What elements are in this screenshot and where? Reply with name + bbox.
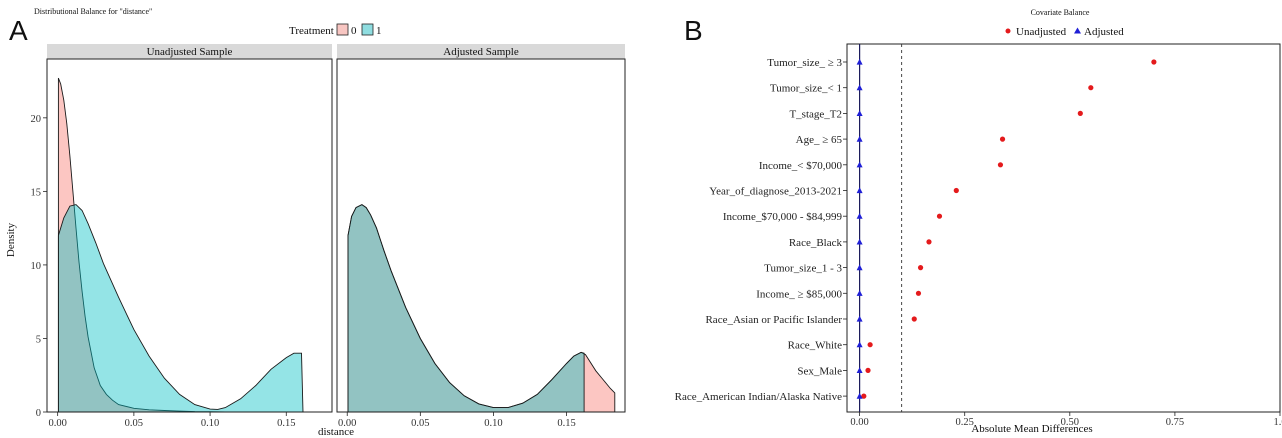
unadjusted-point xyxy=(911,316,917,322)
unadjusted-point xyxy=(915,290,922,296)
adjusted-point xyxy=(856,264,863,271)
x-tick-label: 0.75 xyxy=(1166,417,1184,428)
x-tick-label: 0.15 xyxy=(277,418,295,429)
panel-a-title: Distributional Balance for "distance" xyxy=(34,7,152,16)
unadjusted-point xyxy=(917,265,924,271)
x-tick-label: 0.15 xyxy=(557,418,575,429)
facet-label-adjusted: Adjusted Sample xyxy=(443,46,519,58)
adjusted-point xyxy=(856,135,863,142)
density-areas-adjusted xyxy=(347,204,616,413)
covariate-label: Tumor_size_1 - 3 xyxy=(764,263,842,275)
adjusted-point xyxy=(856,341,863,348)
covariate-label: Age_ ≥ 65 xyxy=(796,134,843,146)
legend-b-adjusted-marker xyxy=(1074,27,1081,34)
unadjusted-point xyxy=(936,213,943,219)
legend-a-label-1: 1 xyxy=(376,25,382,37)
legend-a-key-1 xyxy=(361,23,374,36)
legend-a-key-0 xyxy=(336,23,349,36)
panel-a-xlabel: distance xyxy=(318,426,354,438)
panel-a-legend: Treatment 0 1 xyxy=(289,23,382,37)
x-tick-label: 0.10 xyxy=(484,418,502,429)
adjusted-point xyxy=(856,315,863,322)
x-tick-label: 0.05 xyxy=(125,418,143,429)
unadjusted-point xyxy=(953,187,959,194)
legend-b-label-unadjusted: Unadjusted xyxy=(1016,26,1067,38)
x-tick-label: 0.50 xyxy=(1061,417,1079,428)
legend-a-label-0: 0 xyxy=(351,25,357,37)
legend-b-label-adjusted: Adjusted xyxy=(1084,26,1124,38)
adjusted-point xyxy=(856,238,863,245)
panel-b-frame xyxy=(846,43,1281,413)
adjusted-point xyxy=(856,161,863,168)
unadjusted-point xyxy=(867,342,873,348)
panel-b-letter: B xyxy=(684,15,703,46)
adjusted-point xyxy=(856,58,863,65)
covariate-label: Race_Asian or Pacific Islander xyxy=(705,314,842,326)
covariate-label: Tumor_size_ ≥ 3 xyxy=(767,57,842,69)
covariate-label: Income_$70,000 - $84,999 xyxy=(723,211,843,223)
covariate-label: Tumor_size_< 1 xyxy=(770,83,842,95)
x-tick-label: 0.00 xyxy=(48,418,66,429)
density-area-treatment-0 xyxy=(57,77,241,413)
covariate-balance-marks: Tumor_size_ ≥ 3 Tumor_size_< 1 T_stage_T2 A… xyxy=(675,44,1282,428)
panel-b-legend: Unadjusted Adjusted xyxy=(1005,26,1124,38)
x-tick-label: 0.10 xyxy=(201,418,219,429)
adjusted-point xyxy=(856,290,863,296)
adjusted-point xyxy=(856,187,863,194)
adjusted-point xyxy=(856,367,863,373)
density-area-treatment-1 xyxy=(57,204,304,413)
adjusted-point xyxy=(856,84,863,91)
x-tick-label: 0.00 xyxy=(850,417,868,428)
covariate-label: Income_< $70,000 xyxy=(759,160,843,172)
x-ticks-adjusted: 0.00 0.05 0.10 0.15 xyxy=(338,412,576,429)
y-tick-label: 0 xyxy=(36,408,41,419)
unadjusted-point xyxy=(999,136,1006,142)
y-tick-label: 20 xyxy=(31,114,42,125)
y-ticks-density: 0 5 10 15 20 xyxy=(31,114,47,419)
covariate-label: Sex_Male xyxy=(797,365,842,377)
adjusted-point xyxy=(856,110,863,116)
covariate-label: Year_of_diagnose_2013-2021 xyxy=(709,186,842,198)
density-areas-unadjusted xyxy=(57,77,304,413)
unadjusted-point xyxy=(1088,85,1094,91)
y-tick-label: 10 xyxy=(31,261,42,272)
covariate-label: T_stage_T2 xyxy=(789,108,842,120)
unadjusted-point xyxy=(926,239,932,245)
facet-label-unadjusted: Unadjusted Sample xyxy=(147,46,233,58)
facet-strip-unadjusted xyxy=(47,44,332,59)
y-tick-label: 15 xyxy=(31,187,42,198)
panel-a-letter: A xyxy=(9,15,28,46)
covariate-label: Race_Black xyxy=(789,237,843,249)
covariate-label: Income_ ≥ $85,000 xyxy=(756,288,842,300)
x-tick-label: 0.25 xyxy=(956,417,974,428)
density-area-treatment-1 xyxy=(347,204,585,413)
facet-adjusted: Adjusted Sample 0.00 0.05 0.10 0.15 xyxy=(336,44,626,429)
legend-b-unadjusted-marker xyxy=(1005,28,1011,34)
unadjusted-point xyxy=(1077,110,1083,116)
facet-unadjusted: Unadjusted Sample 0.00 0.05 0.10 0.15 xyxy=(46,44,333,429)
x-tick-label: 1.0 xyxy=(1273,417,1282,428)
facet-strip-adjusted xyxy=(337,44,625,59)
panel-b-xlabel: Absolute Mean Differences xyxy=(971,423,1092,435)
unadjusted-point xyxy=(865,367,871,373)
unadjusted-point xyxy=(997,162,1004,168)
y-tick-label: 5 xyxy=(36,334,41,345)
covariate-label: Race_American Indian/Alaska Native xyxy=(675,391,842,403)
x-ticks-unadjusted: 0.00 0.05 0.10 0.15 xyxy=(48,412,295,429)
panel-a-ylabel: Density xyxy=(5,222,17,257)
x-tick-label: 0.05 xyxy=(411,418,429,429)
legend-a-title: Treatment xyxy=(289,25,334,37)
panel-b-title: Covariate Balance xyxy=(1031,8,1090,17)
adjusted-point xyxy=(856,392,863,399)
x-tick-label: 0.00 xyxy=(338,418,356,429)
covariate-label: Race_White xyxy=(788,340,842,352)
unadjusted-point xyxy=(1151,59,1157,65)
adjusted-point xyxy=(856,213,863,219)
unadjusted-point xyxy=(861,393,867,399)
